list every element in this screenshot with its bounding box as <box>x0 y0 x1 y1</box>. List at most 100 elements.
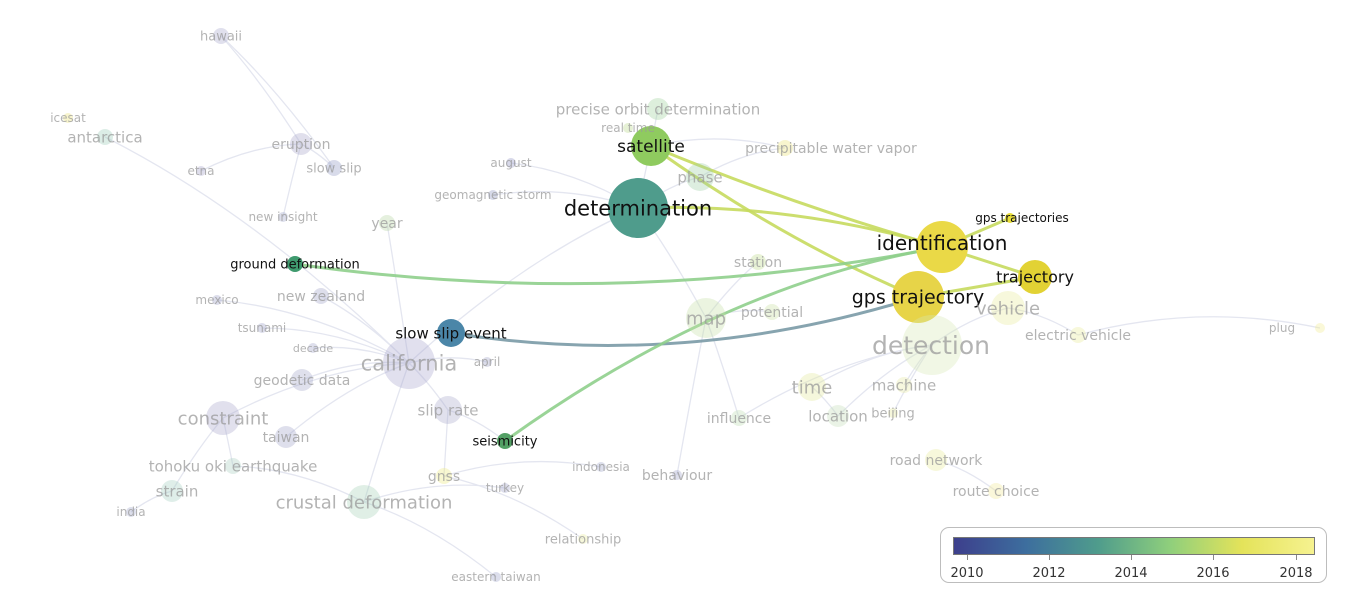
node-machine[interactable] <box>896 377 912 393</box>
node-plug[interactable] <box>1315 323 1325 333</box>
label-new-insight[interactable]: new insight <box>248 210 317 224</box>
label-new-zealand[interactable]: new zealand <box>277 289 365 305</box>
node-antarctica[interactable] <box>97 129 113 145</box>
label-gps-trajectory[interactable]: gps trajectory <box>852 287 985 309</box>
node-slow-slip-event[interactable] <box>437 319 465 347</box>
node-slow-slip[interactable] <box>326 160 342 176</box>
label-gps-trajectories[interactable]: gps trajectories <box>975 211 1069 225</box>
label-eastern-taiwan[interactable]: eastern taiwan <box>451 570 540 584</box>
label-machine[interactable]: machine <box>872 376 936 394</box>
node-map[interactable] <box>686 298 726 338</box>
node-slip-rate[interactable] <box>434 396 462 424</box>
node-august[interactable] <box>506 158 516 168</box>
node-geodetic-data[interactable] <box>291 369 313 391</box>
node-tsunami[interactable] <box>257 323 267 333</box>
label-behaviour[interactable]: behaviour <box>642 468 713 484</box>
label-ground-deformation[interactable]: ground deformation <box>230 258 360 273</box>
label-satellite[interactable]: satellite <box>617 137 685 157</box>
label-constraint[interactable]: constraint <box>178 408 269 429</box>
node-electric-vehicle[interactable] <box>1070 327 1086 343</box>
node-gps-trajectory[interactable] <box>892 271 944 323</box>
node-california[interactable] <box>383 337 435 389</box>
node-determination[interactable] <box>608 178 668 238</box>
label-slow-slip-event[interactable]: slow slip event <box>395 324 506 342</box>
label-plug[interactable]: plug <box>1269 321 1295 335</box>
label-april[interactable]: april <box>474 355 501 369</box>
node-icesat[interactable] <box>63 113 73 123</box>
label-map[interactable]: map <box>686 308 726 329</box>
node-real-time[interactable] <box>623 123 633 133</box>
node-trajectory[interactable] <box>1018 260 1052 294</box>
node-phase[interactable] <box>686 163 714 191</box>
node-taiwan[interactable] <box>275 426 297 448</box>
label-decade[interactable]: decade <box>293 342 334 355</box>
label-phase[interactable]: phase <box>677 168 722 186</box>
label-real-time[interactable]: real time <box>601 121 655 135</box>
node-india[interactable] <box>126 507 136 517</box>
node-indonesia[interactable] <box>596 462 606 472</box>
node-crustal-deformation[interactable] <box>347 485 381 519</box>
label-antarctica[interactable]: antarctica <box>67 128 142 146</box>
label-tohoku[interactable]: tohoku oki earthquake <box>149 457 318 475</box>
label-india[interactable]: india <box>116 505 145 519</box>
node-geomagnetic-storm[interactable] <box>488 190 498 200</box>
label-time[interactable]: time <box>792 377 833 398</box>
label-relationship[interactable]: relationship <box>545 533 621 548</box>
label-trajectory[interactable]: trajectory <box>996 268 1074 287</box>
label-etna[interactable]: etna <box>187 164 214 178</box>
node-gps-trajectories[interactable] <box>1005 213 1015 223</box>
node-seismicity[interactable] <box>497 433 513 449</box>
node-ground-deformation[interactable] <box>287 256 303 272</box>
node-relationship[interactable] <box>578 534 588 544</box>
label-hawaii[interactable]: hawaii <box>200 30 242 45</box>
node-route-choice[interactable] <box>988 483 1004 499</box>
label-gnss[interactable]: gnss <box>428 469 460 485</box>
label-seismicity[interactable]: seismicity <box>473 435 538 450</box>
label-mexico[interactable]: mexico <box>195 293 238 307</box>
label-turkey[interactable]: turkey <box>486 481 524 495</box>
node-year[interactable] <box>379 215 395 231</box>
label-location[interactable]: location <box>808 407 868 425</box>
node-turkey[interactable] <box>500 483 510 493</box>
label-detection[interactable]: detection <box>872 331 990 360</box>
label-potential[interactable]: potential <box>741 305 803 321</box>
node-new-insight[interactable] <box>278 212 288 222</box>
label-determination[interactable]: determination <box>564 196 712 220</box>
node-identification[interactable] <box>916 221 968 273</box>
node-precise-orbit[interactable] <box>647 98 669 120</box>
node-detection[interactable] <box>902 315 962 375</box>
node-location[interactable] <box>827 405 849 427</box>
label-eruption[interactable]: eruption <box>272 137 331 153</box>
node-eastern-taiwan[interactable] <box>491 572 501 582</box>
node-vehicle[interactable] <box>991 291 1025 325</box>
node-strain[interactable] <box>161 480 183 502</box>
label-precipitable[interactable]: precipitable water vapor <box>745 141 917 157</box>
label-precise-orbit[interactable]: precise orbit determination <box>556 100 760 118</box>
node-tohoku[interactable] <box>225 458 241 474</box>
node-new-zealand[interactable] <box>313 288 329 304</box>
node-mexico[interactable] <box>212 295 222 305</box>
node-gnss[interactable] <box>436 468 452 484</box>
label-slip-rate[interactable]: slip rate <box>418 401 479 419</box>
label-road-network[interactable]: road network <box>890 453 984 469</box>
label-strain[interactable]: strain <box>156 482 199 500</box>
label-year[interactable]: year <box>371 216 402 232</box>
node-eruption[interactable] <box>290 133 312 155</box>
label-taiwan[interactable]: taiwan <box>263 430 310 446</box>
node-precipitable[interactable] <box>777 140 793 156</box>
node-influence[interactable] <box>731 410 747 426</box>
node-etna[interactable] <box>196 166 206 176</box>
label-station[interactable]: station <box>734 255 782 271</box>
label-influence[interactable]: influence <box>707 411 771 427</box>
node-april[interactable] <box>482 357 492 367</box>
node-beijing[interactable] <box>888 408 898 418</box>
label-route-choice[interactable]: route choice <box>953 484 1040 500</box>
node-time[interactable] <box>798 373 826 401</box>
label-crustal-deformation[interactable]: crustal deformation <box>276 492 453 513</box>
label-slow-slip[interactable]: slow slip <box>306 162 361 177</box>
label-icesat[interactable]: icesat <box>50 111 86 125</box>
label-vehicle[interactable]: vehicle <box>976 298 1040 319</box>
node-constraint[interactable] <box>206 401 240 435</box>
label-geomagnetic-storm[interactable]: geomagnetic storm <box>434 188 551 202</box>
node-station[interactable] <box>750 254 766 270</box>
